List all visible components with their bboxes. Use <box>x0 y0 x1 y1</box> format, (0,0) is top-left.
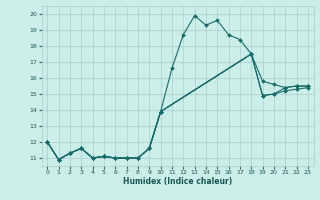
X-axis label: Humidex (Indice chaleur): Humidex (Indice chaleur) <box>123 177 232 186</box>
